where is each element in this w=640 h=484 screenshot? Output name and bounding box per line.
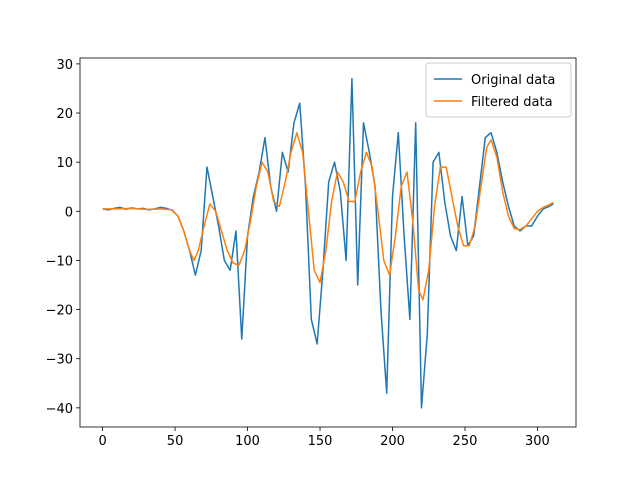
legend-label: Original data	[471, 73, 555, 88]
x-tick-label: 150	[308, 434, 333, 449]
x-tick-label: 100	[235, 434, 260, 449]
axes-frame	[79, 57, 577, 428]
x-tick-label: 300	[525, 434, 550, 449]
y-tick-label: −40	[46, 402, 73, 417]
y-tick-label: −30	[46, 353, 73, 368]
x-tick-label: 0	[98, 434, 106, 449]
x-tick-label: 200	[380, 434, 405, 449]
x-tick-label: 250	[453, 434, 478, 449]
y-tick-label: −20	[46, 304, 73, 319]
legend-label: Filtered data	[471, 95, 553, 110]
x-tick-label: 50	[167, 434, 184, 449]
y-tick-label: 10	[56, 156, 73, 171]
y-tick-label: 30	[56, 58, 73, 73]
y-tick-label: −10	[46, 254, 73, 269]
y-tick-label: 20	[56, 107, 73, 122]
data-line	[102, 131, 554, 301]
y-tick-label: 0	[65, 205, 73, 220]
legend-box	[425, 62, 572, 118]
